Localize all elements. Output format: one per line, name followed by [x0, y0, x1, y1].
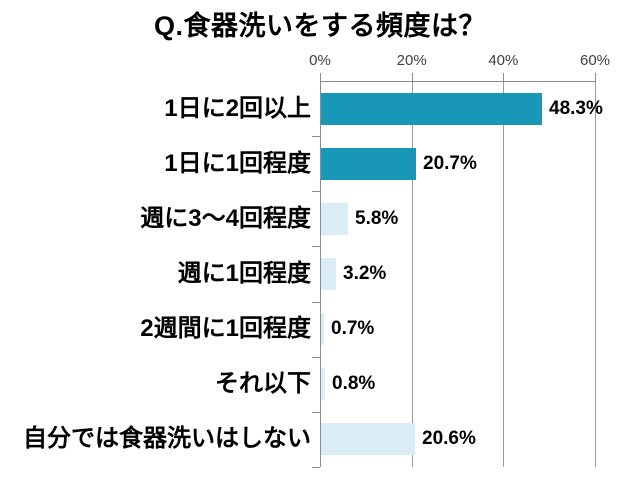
x-axis-tick-mark: [320, 73, 321, 81]
value-label: 0.8%: [332, 373, 376, 394]
bar: [321, 423, 415, 455]
x-axis-tick-mark: [503, 73, 505, 81]
category-label: 週に1回程度: [177, 260, 311, 287]
y-axis-tick-mark: [312, 302, 320, 303]
y-axis-tick-mark: [312, 412, 320, 413]
value-label: 3.2%: [343, 263, 387, 284]
category-label: 1日に1回程度: [164, 150, 311, 177]
bar: [321, 258, 336, 290]
category-label: 週に3～4回程度: [140, 205, 311, 232]
x-axis-tick-mark: [595, 73, 596, 81]
x-axis-tick-label: 40%: [488, 52, 519, 69]
y-axis-tick-mark: [312, 136, 320, 137]
y-axis-tick-mark: [312, 191, 320, 192]
category-label: 2週間に1回程度: [140, 315, 311, 342]
category-label: それ以下: [215, 370, 311, 397]
x-axis-tick-mark: [411, 73, 413, 81]
x-axis-tick-label: 0%: [309, 52, 331, 69]
y-axis-tick-mark: [312, 357, 320, 358]
bar: [321, 93, 542, 125]
bar: [321, 203, 348, 235]
value-label: 5.8%: [355, 208, 399, 229]
y-axis-line: [320, 81, 321, 467]
bar: [321, 368, 325, 400]
bar: [321, 313, 324, 345]
x-axis-tick-label: 60%: [579, 52, 611, 69]
value-label: 20.7%: [423, 153, 477, 174]
gridline: [411, 81, 413, 467]
value-label: 20.6%: [422, 428, 476, 449]
chart-title: Q.食器洗いをする頻度は？: [153, 11, 486, 41]
x-axis-tick-label: 20%: [396, 52, 427, 69]
gridline: [503, 81, 505, 467]
y-axis-tick-mark: [312, 246, 320, 247]
category-label: 自分では食器洗いはしない: [23, 425, 311, 452]
value-label: 48.3%: [549, 98, 603, 119]
bar: [321, 148, 416, 180]
gridline: [595, 81, 596, 467]
value-label: 0.7%: [331, 318, 375, 339]
x-axis-line: [320, 81, 596, 82]
category-label: 1日に2回以上: [164, 95, 311, 122]
y-axis-tick-mark: [312, 467, 320, 468]
